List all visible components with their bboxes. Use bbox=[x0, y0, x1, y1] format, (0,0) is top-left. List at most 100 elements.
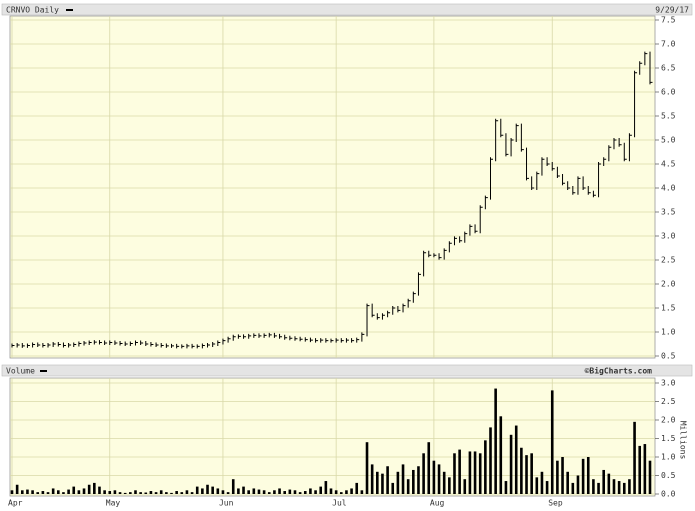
volume-bar bbox=[412, 469, 415, 494]
volume-bar bbox=[530, 453, 533, 494]
x-tick-label: Sep bbox=[548, 499, 563, 508]
price-bar bbox=[68, 342, 72, 348]
y-tick-label: 3.5 bbox=[661, 208, 676, 217]
volume-bar bbox=[206, 484, 209, 494]
y-tick-label: 2.0 bbox=[661, 416, 676, 425]
price-bar bbox=[644, 51, 648, 66]
price-bar bbox=[556, 166, 560, 178]
price-bar bbox=[562, 174, 566, 186]
price-bar bbox=[356, 337, 360, 343]
volume-bar bbox=[514, 425, 518, 494]
volume-bar bbox=[453, 453, 456, 494]
price-bar bbox=[618, 138, 622, 147]
volume-bar bbox=[617, 481, 621, 494]
volume-bar bbox=[72, 486, 76, 494]
price-bar bbox=[510, 138, 514, 157]
volume-bar bbox=[144, 492, 148, 494]
price-bar bbox=[26, 343, 30, 348]
price-bar bbox=[109, 340, 113, 346]
y-tick-label: 1.0 bbox=[661, 453, 676, 462]
x-tick-label: Jun bbox=[219, 499, 234, 508]
volume-bar bbox=[108, 491, 112, 494]
price-bar bbox=[129, 341, 133, 346]
price-bar bbox=[150, 342, 154, 347]
volume-bar bbox=[417, 466, 420, 494]
price-bar bbox=[119, 341, 123, 346]
price-bar bbox=[212, 342, 216, 347]
price-bar bbox=[392, 306, 396, 315]
price-bar bbox=[567, 181, 571, 190]
price-bar bbox=[453, 236, 457, 246]
price-bar bbox=[207, 342, 211, 348]
volume-bar bbox=[561, 457, 564, 494]
price-bar bbox=[181, 344, 185, 349]
volume-bar bbox=[355, 482, 359, 494]
volume-bar bbox=[103, 490, 106, 494]
y-tick-label: 3.0 bbox=[661, 232, 676, 241]
volume-bar bbox=[226, 492, 230, 494]
price-bar bbox=[279, 333, 283, 339]
chart-title: CRNVO Daily bbox=[6, 6, 59, 15]
volume-bar bbox=[267, 492, 271, 494]
price-bar bbox=[37, 342, 41, 347]
price-bar bbox=[628, 133, 632, 162]
y-tick-label: 2.0 bbox=[661, 280, 676, 289]
volume-bar bbox=[576, 475, 580, 494]
volume-bar bbox=[262, 490, 266, 494]
price-bar bbox=[335, 338, 339, 343]
volume-bar bbox=[149, 491, 153, 494]
price-bar bbox=[309, 337, 313, 343]
price-bar bbox=[47, 342, 51, 348]
volume-bar bbox=[139, 492, 142, 494]
volume-bar bbox=[123, 492, 127, 494]
volume-bar bbox=[98, 486, 101, 494]
x-tick-label: Jul bbox=[332, 499, 347, 508]
price-bar bbox=[495, 118, 499, 162]
y-tick-label: 3.0 bbox=[661, 379, 676, 388]
volume-bar bbox=[427, 442, 431, 494]
volume-bar bbox=[283, 491, 286, 494]
price-bar bbox=[104, 340, 108, 346]
volume-bar bbox=[648, 460, 652, 494]
volume-bar bbox=[509, 434, 513, 494]
volume-bar bbox=[46, 492, 50, 494]
volume-bar bbox=[473, 451, 477, 494]
volume-bar bbox=[165, 492, 168, 494]
y-tick-label: 0.5 bbox=[661, 352, 676, 361]
volume-bar bbox=[520, 447, 523, 494]
volume-bar bbox=[628, 479, 631, 494]
price-bar bbox=[433, 253, 437, 258]
price-bar bbox=[371, 303, 375, 318]
price-bar bbox=[98, 340, 102, 345]
volume-bar bbox=[175, 491, 178, 494]
volume-bar bbox=[499, 416, 503, 494]
price-bar bbox=[16, 342, 20, 348]
x-tick-label: Aug bbox=[430, 499, 445, 508]
volume-bar bbox=[540, 471, 544, 494]
price-bar bbox=[248, 333, 252, 339]
volume-bar bbox=[602, 469, 605, 494]
price-bar bbox=[397, 306, 401, 313]
price-bar bbox=[186, 343, 190, 349]
volume-bar bbox=[607, 473, 611, 494]
volume-bar bbox=[51, 488, 55, 494]
price-bar bbox=[227, 336, 231, 343]
price-bar bbox=[592, 190, 596, 198]
price-bar bbox=[330, 338, 334, 343]
price-bar bbox=[541, 157, 545, 176]
volume-bar bbox=[571, 482, 575, 494]
price-bar bbox=[417, 272, 421, 296]
price-bar bbox=[515, 123, 519, 142]
price-bar bbox=[366, 303, 370, 337]
volume-bar bbox=[118, 492, 122, 494]
volume-bar bbox=[185, 490, 189, 494]
volume-bar bbox=[10, 490, 14, 494]
price-bar bbox=[381, 313, 385, 320]
price-bar bbox=[237, 334, 241, 339]
price-bar bbox=[155, 342, 159, 347]
volume-bar bbox=[556, 460, 559, 494]
volume-bar bbox=[82, 488, 86, 494]
y-tick-label: 7.0 bbox=[661, 40, 676, 49]
price-bar bbox=[217, 340, 221, 346]
price-bar bbox=[83, 341, 87, 346]
